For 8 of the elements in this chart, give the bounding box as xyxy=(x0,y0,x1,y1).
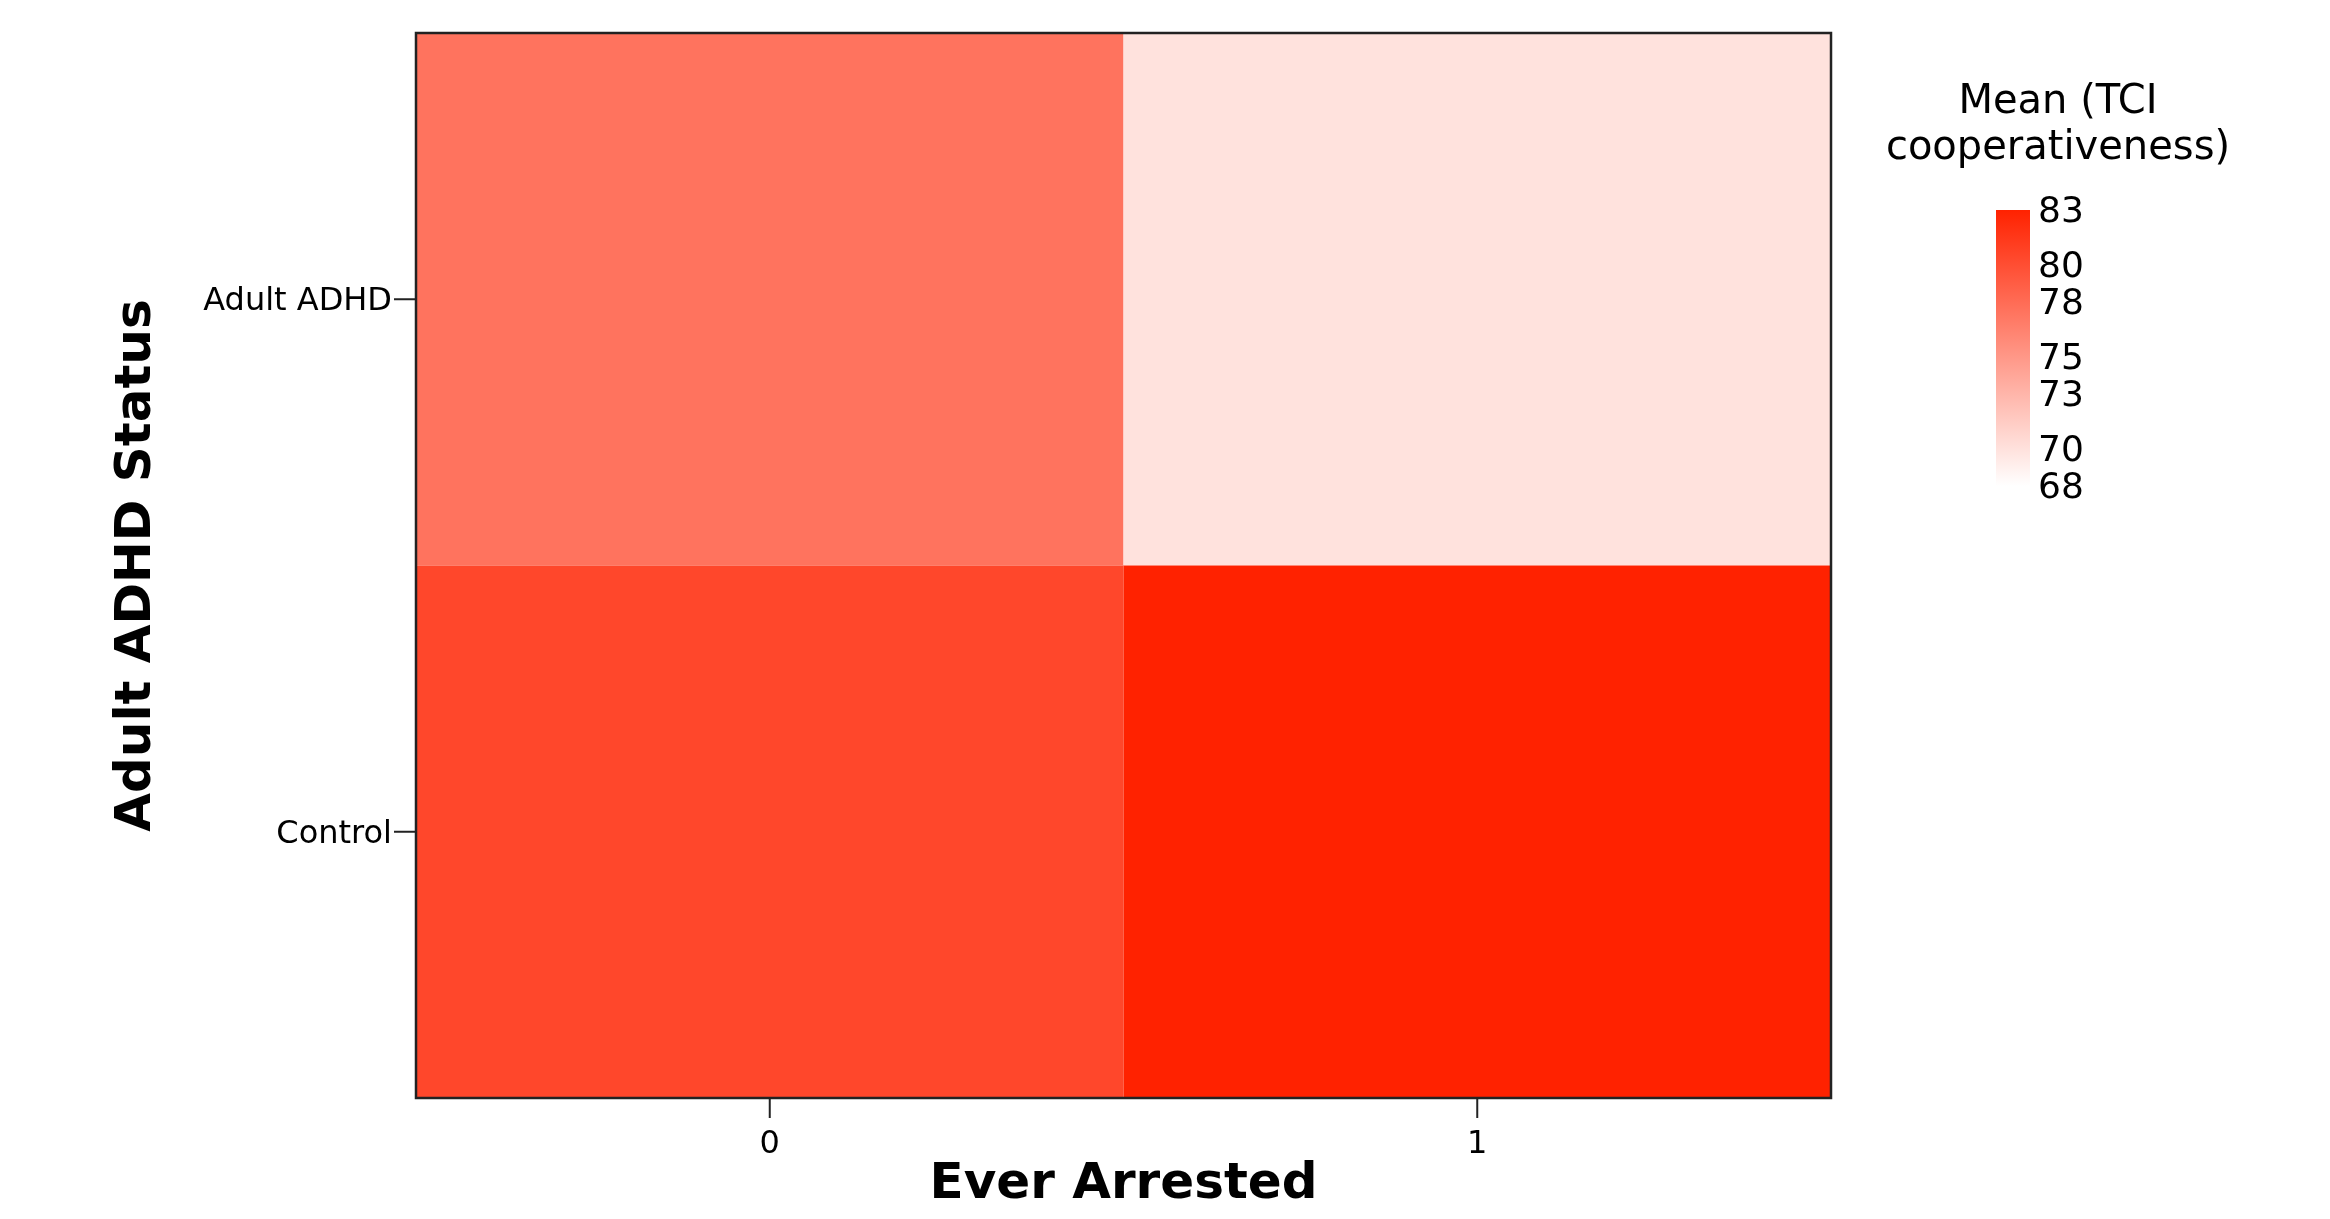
y-tick-label: Control xyxy=(276,812,392,851)
legend-title: Mean (TCI cooperativeness) xyxy=(1885,76,2231,168)
y-axis-title: Adult ADHD Status xyxy=(104,299,162,832)
x-tick-label: 0 xyxy=(759,1123,780,1161)
color-bar-label: 83 xyxy=(2038,189,2084,231)
y-tick-label: Adult ADHD xyxy=(203,280,392,319)
x-axis-title: Ever Arrested xyxy=(929,1152,1318,1210)
x-tick-label: 1 xyxy=(1467,1123,1488,1161)
